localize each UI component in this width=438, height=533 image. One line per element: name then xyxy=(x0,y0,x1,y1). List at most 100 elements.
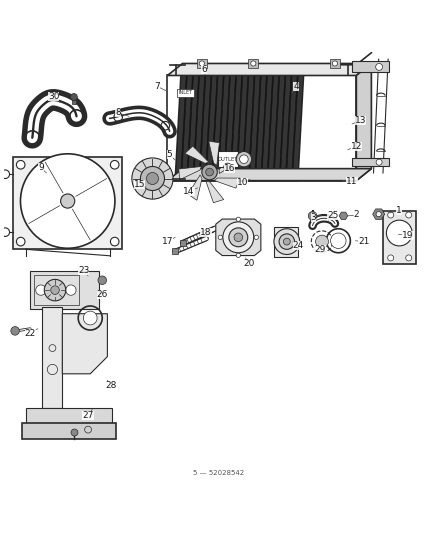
Polygon shape xyxy=(383,211,417,264)
Polygon shape xyxy=(373,209,385,220)
Polygon shape xyxy=(216,219,261,255)
Circle shape xyxy=(279,234,294,249)
Polygon shape xyxy=(215,178,240,188)
Polygon shape xyxy=(212,71,224,181)
Circle shape xyxy=(274,229,300,254)
Polygon shape xyxy=(62,314,107,374)
Polygon shape xyxy=(352,158,389,166)
Polygon shape xyxy=(286,71,298,181)
Polygon shape xyxy=(230,71,242,181)
Circle shape xyxy=(283,238,290,245)
Polygon shape xyxy=(72,100,76,104)
Circle shape xyxy=(16,160,25,169)
Text: 1: 1 xyxy=(389,206,402,215)
Polygon shape xyxy=(200,71,212,181)
Polygon shape xyxy=(268,71,279,181)
Polygon shape xyxy=(21,423,116,439)
Polygon shape xyxy=(13,157,123,249)
Polygon shape xyxy=(261,71,273,181)
Text: 5 — 52028542: 5 — 52028542 xyxy=(194,470,244,476)
Circle shape xyxy=(206,168,213,176)
Text: 30: 30 xyxy=(48,92,60,102)
Polygon shape xyxy=(237,71,248,181)
Circle shape xyxy=(254,235,258,239)
Circle shape xyxy=(71,93,78,100)
Polygon shape xyxy=(185,146,209,163)
Circle shape xyxy=(60,194,75,208)
Circle shape xyxy=(132,158,173,199)
Polygon shape xyxy=(255,71,267,181)
Text: 7: 7 xyxy=(154,82,167,91)
Polygon shape xyxy=(181,71,193,181)
Text: 8: 8 xyxy=(115,108,129,117)
Text: INLET: INLET xyxy=(178,90,193,95)
Circle shape xyxy=(376,212,381,217)
Circle shape xyxy=(236,217,240,221)
Circle shape xyxy=(331,233,346,248)
Circle shape xyxy=(315,235,328,248)
Text: 22: 22 xyxy=(25,328,38,337)
Circle shape xyxy=(16,237,25,246)
Circle shape xyxy=(98,276,106,285)
Circle shape xyxy=(332,61,337,66)
Text: 24: 24 xyxy=(293,241,304,251)
Circle shape xyxy=(308,212,317,220)
Polygon shape xyxy=(219,152,239,174)
Polygon shape xyxy=(42,308,62,408)
Polygon shape xyxy=(274,71,286,181)
Circle shape xyxy=(224,163,231,171)
Polygon shape xyxy=(206,181,224,203)
Polygon shape xyxy=(167,168,371,181)
Circle shape xyxy=(199,61,205,66)
Polygon shape xyxy=(197,59,207,68)
Polygon shape xyxy=(352,61,389,72)
Text: 4: 4 xyxy=(292,82,299,93)
Polygon shape xyxy=(188,175,202,200)
Circle shape xyxy=(110,237,119,246)
Circle shape xyxy=(44,279,66,301)
Polygon shape xyxy=(248,59,258,68)
Text: 12: 12 xyxy=(348,142,362,151)
Text: 20: 20 xyxy=(244,258,255,268)
Text: 5: 5 xyxy=(167,150,175,160)
Text: 26: 26 xyxy=(96,290,108,299)
Text: 13: 13 xyxy=(352,116,367,125)
Circle shape xyxy=(388,255,394,261)
Polygon shape xyxy=(274,227,297,256)
Text: 10: 10 xyxy=(237,179,250,187)
Polygon shape xyxy=(218,71,230,181)
Text: OUTLET: OUTLET xyxy=(218,157,238,161)
Circle shape xyxy=(1,228,10,237)
Circle shape xyxy=(21,154,115,248)
Circle shape xyxy=(376,159,382,165)
Text: 14: 14 xyxy=(183,187,198,196)
Text: 28: 28 xyxy=(105,380,117,390)
Circle shape xyxy=(51,286,59,294)
Circle shape xyxy=(218,235,223,239)
Circle shape xyxy=(236,253,240,257)
Polygon shape xyxy=(249,71,261,181)
Circle shape xyxy=(406,212,412,218)
Circle shape xyxy=(11,327,19,335)
Text: 23: 23 xyxy=(78,266,89,276)
Circle shape xyxy=(146,173,159,184)
Polygon shape xyxy=(175,71,187,181)
Circle shape xyxy=(386,220,412,246)
Circle shape xyxy=(202,164,217,180)
Polygon shape xyxy=(339,212,348,220)
Polygon shape xyxy=(209,141,219,165)
Text: 2: 2 xyxy=(348,211,359,220)
Polygon shape xyxy=(187,71,199,181)
Polygon shape xyxy=(243,71,254,181)
Polygon shape xyxy=(26,408,112,423)
Circle shape xyxy=(110,160,119,169)
Circle shape xyxy=(141,166,165,190)
Text: 15: 15 xyxy=(134,181,146,189)
Circle shape xyxy=(240,155,248,164)
Polygon shape xyxy=(224,71,236,181)
Circle shape xyxy=(229,228,248,247)
Text: 17: 17 xyxy=(162,237,175,246)
Polygon shape xyxy=(292,71,304,181)
Polygon shape xyxy=(280,71,292,181)
Text: 6: 6 xyxy=(201,64,207,76)
